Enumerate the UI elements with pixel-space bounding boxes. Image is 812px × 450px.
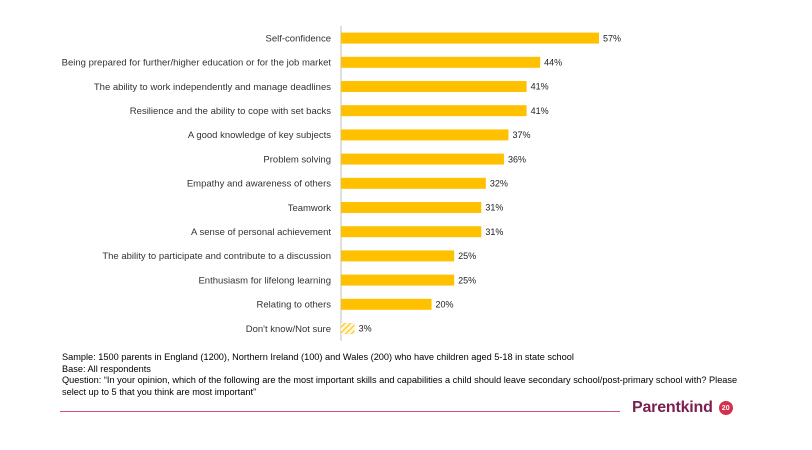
bar [341, 250, 455, 262]
parentkind-logo: Parentkind 20 [632, 399, 733, 417]
category-label: A sense of personal achievement [191, 227, 331, 238]
bar [341, 202, 482, 213]
logo-text: Parentkind [632, 399, 713, 416]
category-label: The ability to participate and contribut… [102, 251, 331, 262]
base-note: Base: All respondents [62, 363, 151, 374]
question-note: Question: “In your opinion, which of the… [62, 375, 740, 397]
data-label: 32% [490, 179, 508, 189]
category-label: Teamwork [288, 203, 332, 214]
data-label: 20% [436, 300, 454, 310]
bar [341, 56, 541, 68]
bar [341, 129, 509, 141]
bar [341, 32, 599, 44]
category-label: Don't know/Not sure [246, 324, 331, 335]
category-label: Relating to others [257, 300, 332, 311]
bar [341, 153, 504, 165]
bar [341, 177, 486, 189]
footer-divider [60, 411, 620, 412]
bars-layer: Self-confidence 57% Being prepared for fur… [62, 26, 621, 341]
category-label: Being prepared for further/higher educat… [62, 58, 332, 69]
data-label: 41% [531, 106, 549, 116]
data-label: 41% [531, 82, 549, 92]
bar [341, 105, 527, 117]
bar [341, 323, 355, 334]
category-label: Enthusiasm for lifelong learning [198, 275, 331, 286]
bar [341, 226, 482, 238]
category-label: Self-confidence [266, 33, 331, 44]
bar [341, 81, 527, 92]
data-label: 44% [544, 58, 562, 68]
chart-notes: Sample: 1500 parents in England (1200), … [62, 352, 762, 398]
logo-badge: 20 [718, 401, 733, 415]
data-label: 25% [458, 251, 476, 261]
category-label: A good knowledge of key subjects [188, 130, 331, 141]
bar [341, 298, 432, 310]
category-label: Empathy and awareness of others [187, 179, 331, 190]
bar-chart: Self-confidence 57% Being prepared for fur… [62, 26, 621, 341]
category-label: The ability to work independently and ma… [94, 82, 331, 93]
data-label: 31% [485, 227, 503, 237]
category-label: Resilience and the ability to cope with … [130, 106, 331, 117]
bar [341, 274, 455, 286]
data-label: 57% [603, 33, 621, 43]
data-label: 3% [359, 324, 372, 334]
sample-note: Sample: 1500 parents in England (1200), … [62, 352, 574, 362]
data-label: 36% [508, 154, 526, 164]
category-label: Problem solving [263, 154, 331, 165]
data-label: 37% [512, 130, 530, 140]
data-label: 31% [485, 203, 503, 213]
data-label: 25% [458, 275, 476, 285]
